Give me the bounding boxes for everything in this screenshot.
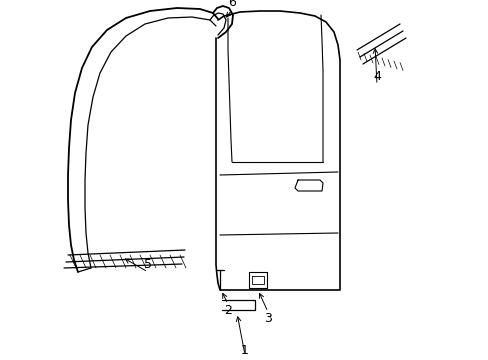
Text: 4: 4	[372, 71, 380, 84]
Text: 6: 6	[227, 0, 235, 9]
Text: 2: 2	[224, 303, 231, 316]
Text: 1: 1	[241, 343, 248, 356]
Text: 3: 3	[264, 311, 271, 324]
Text: 5: 5	[143, 257, 152, 270]
